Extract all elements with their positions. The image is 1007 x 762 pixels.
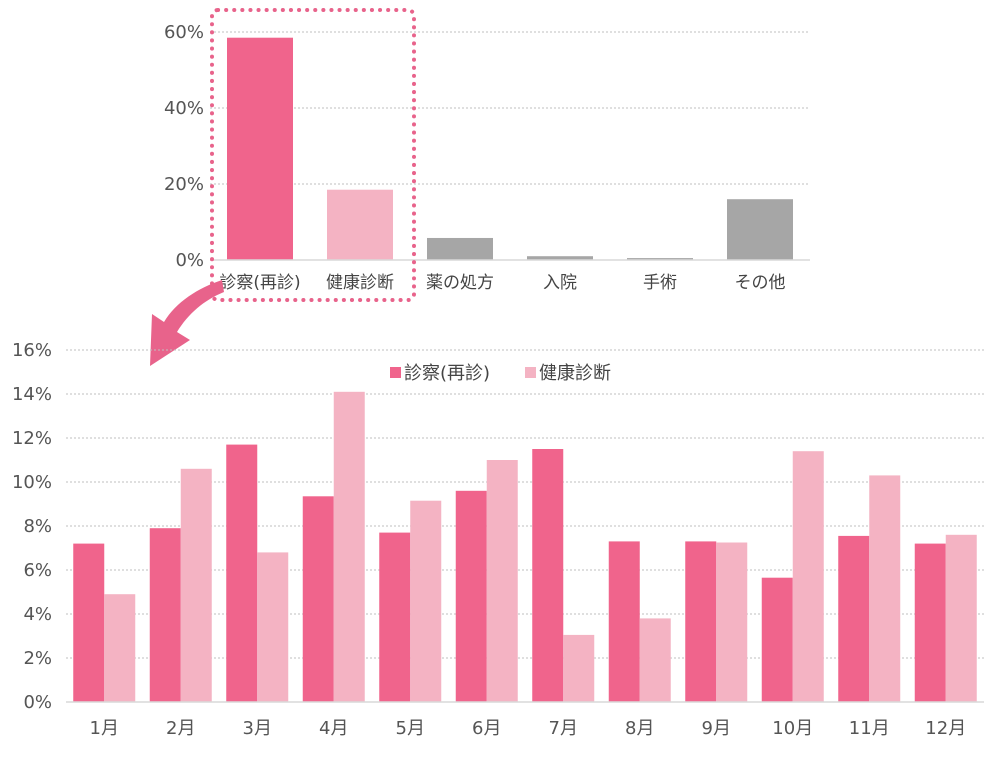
bar bbox=[327, 189, 393, 260]
y-tick-label: 6% bbox=[23, 560, 52, 581]
y-tick-label: 2% bbox=[23, 648, 52, 669]
x-category-label: 6月 bbox=[472, 718, 501, 739]
highlight-dotted-frame bbox=[210, 8, 416, 302]
legend-swatch bbox=[525, 367, 536, 378]
x-category-label: 3月 bbox=[243, 718, 272, 739]
bar-series-2 bbox=[333, 391, 365, 702]
curved-arrow-icon bbox=[150, 280, 224, 366]
bar-series-1 bbox=[455, 490, 487, 702]
bar-series-1 bbox=[149, 528, 181, 702]
x-category-label: 4月 bbox=[319, 718, 348, 739]
bar bbox=[727, 199, 793, 260]
y-tick-label: 14% bbox=[12, 384, 52, 405]
bar bbox=[227, 37, 293, 261]
y-tick-label: 0% bbox=[23, 692, 52, 713]
bar-series-1 bbox=[302, 496, 334, 702]
bar-series-2 bbox=[104, 594, 136, 702]
x-category-label: 7月 bbox=[549, 718, 578, 739]
bar-series-1 bbox=[532, 449, 564, 702]
bar bbox=[527, 256, 593, 260]
bar-series-1 bbox=[838, 535, 870, 702]
bar-series-2 bbox=[257, 552, 289, 702]
bar-series-1 bbox=[226, 444, 258, 702]
x-category-label: 9月 bbox=[702, 718, 731, 739]
bar-series-2 bbox=[639, 618, 671, 702]
legend-label: 診察(再診) bbox=[404, 363, 490, 384]
bar bbox=[627, 258, 693, 260]
bar-series-2 bbox=[486, 460, 518, 702]
x-category-label: 薬の処方 bbox=[426, 273, 494, 293]
y-tick-label: 12% bbox=[12, 428, 52, 449]
bar-series-2 bbox=[792, 451, 824, 702]
y-tick-label: 16% bbox=[12, 340, 52, 361]
monthly-share-chart: 0% 2% 4% 6% 8% 10% 12% 14% 16% 1月 2月 3月 4月 5月 6月 7月 8月 9月… bbox=[12, 340, 984, 739]
bar-series-2 bbox=[716, 542, 748, 702]
bar-series-1 bbox=[608, 541, 640, 702]
bar-series-2 bbox=[410, 500, 442, 702]
x-category-label: 1月 bbox=[90, 718, 119, 739]
highlight-callout bbox=[150, 8, 416, 366]
bar-series-1 bbox=[761, 577, 793, 702]
x-category-label: 8月 bbox=[625, 718, 654, 739]
x-category-label: 健康診断 bbox=[326, 273, 394, 293]
y-tick-label: 20% bbox=[164, 174, 204, 195]
bar-series-2 bbox=[869, 475, 901, 702]
x-category-label: 診察(再診) bbox=[219, 273, 300, 293]
x-category-label: 12月 bbox=[925, 718, 966, 739]
bar-series-1 bbox=[685, 541, 717, 702]
legend: 診察(再診) 健康診断 bbox=[390, 363, 611, 384]
y-tick-label: 8% bbox=[23, 516, 52, 537]
y-tick-label: 0% bbox=[175, 250, 204, 271]
x-category-label: 入院 bbox=[543, 273, 577, 293]
legend-label: 健康診断 bbox=[539, 363, 611, 384]
category-share-chart: 0% 20% 40% 60% 診察(再診) 健康診断 薬の処方 入院 手術 その他 bbox=[164, 22, 810, 293]
y-tick-label: 40% bbox=[164, 98, 204, 119]
x-category-label: その他 bbox=[735, 273, 786, 293]
x-category-label: 10月 bbox=[772, 718, 813, 739]
bar-series-2 bbox=[180, 468, 212, 702]
bar-series-1 bbox=[73, 543, 105, 702]
bar-series-1 bbox=[914, 543, 946, 702]
bar-series-2 bbox=[945, 534, 977, 702]
bar-series-2 bbox=[563, 634, 595, 702]
x-category-label: 手術 bbox=[643, 273, 677, 293]
y-tick-label: 4% bbox=[23, 604, 52, 625]
x-category-label: 5月 bbox=[396, 718, 425, 739]
bar bbox=[427, 237, 493, 260]
x-category-label: 2月 bbox=[166, 718, 195, 739]
x-category-label: 11月 bbox=[849, 718, 890, 739]
bar-series-1 bbox=[379, 532, 411, 702]
y-tick-label: 60% bbox=[164, 22, 204, 43]
legend-swatch bbox=[390, 367, 401, 378]
y-tick-label: 10% bbox=[12, 472, 52, 493]
